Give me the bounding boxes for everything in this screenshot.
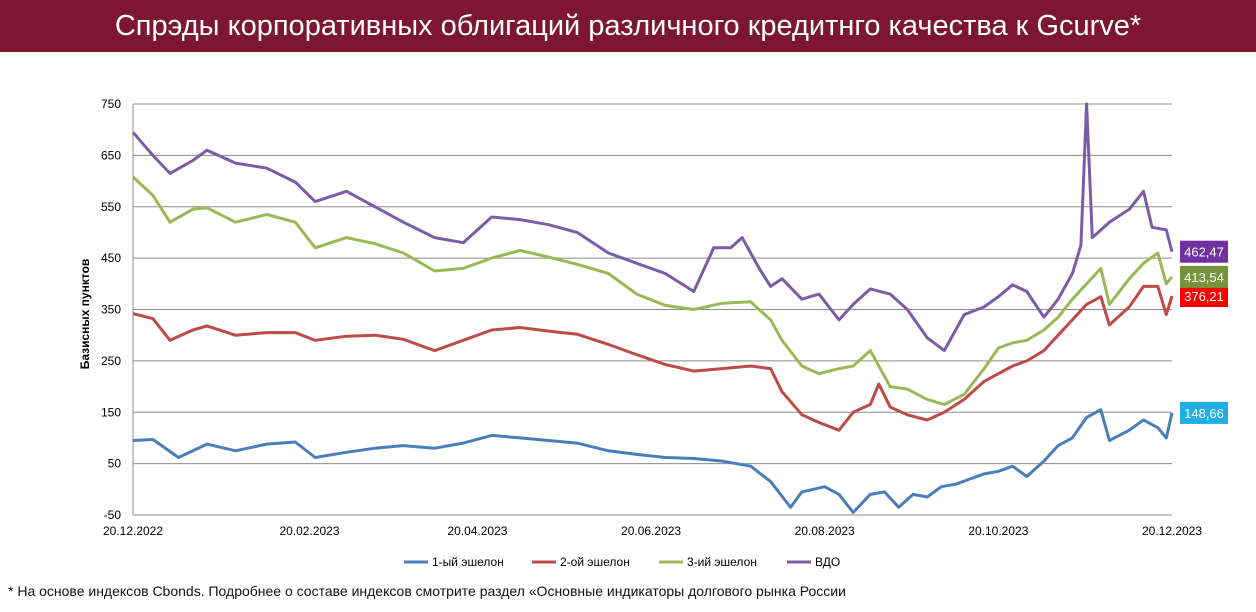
end-label-value: 376,21: [1184, 289, 1224, 304]
y-tick-label: 750: [101, 97, 121, 111]
end-label-box: [1180, 285, 1228, 308]
y-axis-ticks: -50 50 150 250 350 450 550 650 750: [101, 97, 121, 522]
series-end-labels: 148,66 376,21 413,54 462,47: [1180, 240, 1228, 424]
y-axis-label: Базисных пунктов: [78, 259, 92, 370]
series-line: [132, 408, 1174, 514]
x-axis-ticks: 20.12.2022 20.02.2023 20.04.2023 20.06.2023…: [103, 524, 1202, 538]
series-line: [131, 175, 1174, 406]
x-tick-label: 20.02.2023: [279, 524, 339, 538]
y-tick-label: 550: [101, 200, 121, 214]
x-tick-label: 20.04.2023: [447, 524, 507, 538]
series-lines: [131, 102, 1174, 514]
end-label-box: [1180, 240, 1228, 263]
x-tick-label: 20.06.2023: [621, 524, 681, 538]
series-line: [132, 284, 1174, 432]
end-label-value: 413,54: [1184, 270, 1224, 285]
legend-label: 1-ый эшелон: [432, 555, 504, 569]
footnote: * На основе индексов Cbonds. Подробнее о…: [8, 583, 846, 599]
end-label-value: 462,47: [1184, 245, 1224, 260]
x-tick-label: 20.12.2023: [1142, 524, 1202, 538]
y-tick-label: 250: [101, 354, 121, 368]
legend-label: 2-ой эшелон: [560, 555, 630, 569]
x-tick-label: 20.10.2023: [968, 524, 1028, 538]
gridlines: [132, 103, 1172, 516]
legend: 1-ый эшелон 2-ой эшелон 3-ий эшелон ВДО: [404, 555, 840, 569]
page-title: Спрэды корпоративных облигаций различног…: [0, 0, 1256, 52]
y-tick-label: 350: [101, 303, 121, 317]
y-tick-label: 650: [101, 148, 121, 162]
legend-label: 3-ий эшелон: [687, 555, 757, 569]
y-tick-label: 150: [101, 405, 121, 419]
end-label-box: [1180, 265, 1228, 288]
end-label-box: [1180, 401, 1228, 424]
y-tick-label: 50: [108, 457, 122, 471]
y-tick-label: -50: [104, 508, 122, 522]
end-label-value: 148,66: [1184, 406, 1224, 421]
legend-label: ВДО: [815, 555, 840, 569]
x-tick-label: 20.08.2023: [795, 524, 855, 538]
y-tick-label: 450: [101, 251, 121, 265]
x-tick-label: 20.12.2022: [103, 524, 163, 538]
series-line: [131, 102, 1174, 353]
